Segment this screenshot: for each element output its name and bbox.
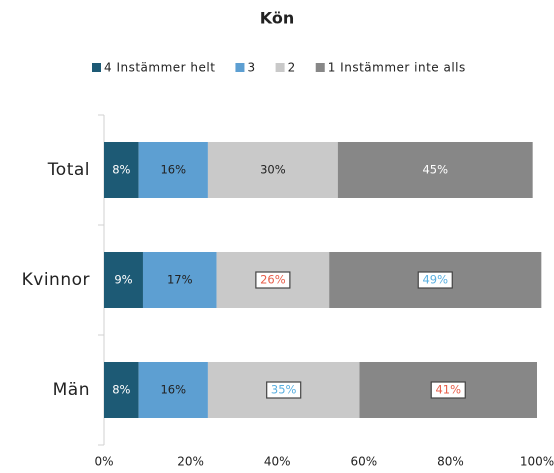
value-label: 17% [167,273,193,287]
x-tick-label: 60% [350,455,377,469]
bar-segment [104,142,139,198]
x-tick-label: 0% [94,455,113,469]
value-label: 35% [271,383,297,397]
legend-swatch [315,63,325,72]
value-label: 45% [422,163,448,177]
value-label: 49% [422,273,448,287]
label-box [266,381,302,399]
label-box [255,271,291,289]
value-label: 8% [112,163,130,177]
legend-label: 4 Instämmer helt [104,61,215,75]
bar-segment [337,142,533,198]
bar-segment [207,142,338,198]
legend-label: 2 [288,61,296,75]
value-label: 9% [114,273,132,287]
legend-swatch [275,63,285,72]
bar-segment [138,142,208,198]
value-label: 16% [160,383,186,397]
value-label: 8% [112,383,130,397]
x-tick-label: 80% [437,455,464,469]
category-label: Kvinnor [22,270,90,290]
bar-segment [104,252,143,308]
value-label: 41% [435,383,461,397]
label-box [430,381,466,399]
legend-swatch [235,63,245,72]
chart-title: Kön [260,9,295,28]
bar-segment [142,252,217,308]
x-tick-label: 100% [520,455,554,469]
value-label: 30% [260,163,286,177]
category-label: Total [47,160,90,180]
legend-label: 3 [247,61,255,75]
x-tick-label: 20% [177,455,204,469]
legend-swatch [92,63,101,72]
label-box [417,271,453,289]
x-tick-label: 40% [264,455,291,469]
value-label: 26% [260,273,286,287]
category-label: Män [53,380,90,400]
bar-segment [138,362,208,418]
legend-label: 1 Instämmer inte alls [328,61,466,75]
bar-segment [104,362,139,418]
value-label: 16% [160,163,186,177]
